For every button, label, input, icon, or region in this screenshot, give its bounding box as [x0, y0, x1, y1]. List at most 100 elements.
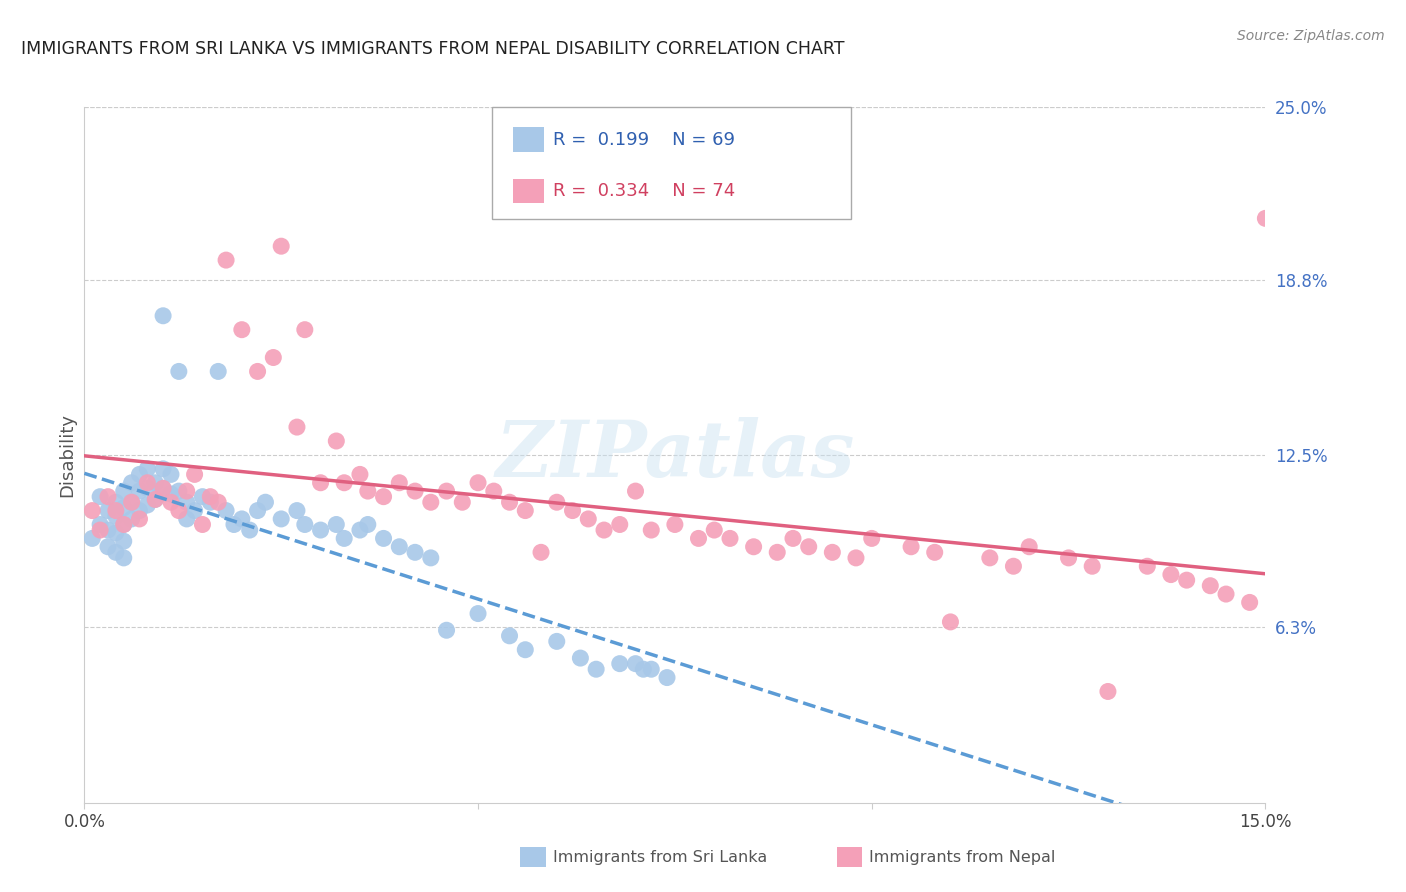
Point	[121, 495, 143, 509]
Point	[231, 323, 253, 337]
Point	[388, 475, 411, 490]
Point	[121, 475, 143, 490]
Point	[176, 495, 198, 509]
Point	[688, 532, 710, 546]
Point	[112, 550, 135, 565]
Point	[373, 490, 395, 504]
Point	[515, 642, 537, 657]
Point	[160, 467, 183, 482]
Text: R =  0.334    N = 74: R = 0.334 N = 74	[553, 182, 735, 200]
Point	[333, 532, 356, 546]
Point	[333, 475, 356, 490]
Point	[104, 525, 127, 540]
Point	[1018, 540, 1040, 554]
Point	[200, 490, 222, 504]
Point	[633, 662, 655, 676]
Point	[89, 517, 111, 532]
Point	[309, 523, 332, 537]
Point	[498, 629, 520, 643]
Point	[112, 500, 135, 515]
Point	[624, 657, 647, 671]
Point	[160, 487, 183, 501]
Point	[515, 503, 537, 517]
Point	[1215, 587, 1237, 601]
Point	[860, 532, 883, 546]
Point	[766, 545, 789, 559]
Point	[1160, 567, 1182, 582]
Point	[325, 517, 347, 532]
Point	[325, 434, 347, 448]
Point	[640, 662, 662, 676]
Point	[576, 512, 599, 526]
Point	[89, 523, 111, 537]
Point	[979, 550, 1001, 565]
Point	[569, 651, 592, 665]
Y-axis label: Disability: Disability	[58, 413, 76, 497]
Point	[191, 517, 214, 532]
Point	[97, 490, 120, 504]
Point	[294, 323, 316, 337]
Point	[254, 495, 277, 509]
Point	[128, 503, 150, 517]
Point	[270, 239, 292, 253]
Point	[1057, 550, 1080, 565]
Point	[112, 484, 135, 499]
Point	[530, 545, 553, 559]
Point	[104, 503, 127, 517]
Point	[183, 503, 205, 517]
Point	[1002, 559, 1025, 574]
Point	[404, 545, 426, 559]
Point	[112, 517, 135, 532]
Point	[294, 517, 316, 532]
Point	[404, 484, 426, 499]
Point	[742, 540, 765, 554]
Point	[419, 495, 441, 509]
Point	[285, 420, 308, 434]
Point	[89, 490, 111, 504]
Point	[200, 495, 222, 509]
Point	[467, 607, 489, 621]
Point	[97, 540, 120, 554]
Point	[703, 523, 725, 537]
Point	[121, 495, 143, 509]
Point	[821, 545, 844, 559]
Point	[373, 532, 395, 546]
Point	[143, 475, 166, 490]
Text: IMMIGRANTS FROM SRI LANKA VS IMMIGRANTS FROM NEPAL DISABILITY CORRELATION CHART: IMMIGRANTS FROM SRI LANKA VS IMMIGRANTS …	[21, 40, 845, 58]
Text: ZIPatlas: ZIPatlas	[495, 417, 855, 493]
Point	[231, 512, 253, 526]
Point	[104, 509, 127, 524]
Point	[309, 475, 332, 490]
Point	[624, 484, 647, 499]
Point	[845, 550, 868, 565]
Point	[183, 467, 205, 482]
Point	[97, 523, 120, 537]
Text: R =  0.199    N = 69: R = 0.199 N = 69	[553, 131, 734, 149]
Point	[246, 503, 269, 517]
Point	[609, 657, 631, 671]
Point	[797, 540, 820, 554]
Point	[561, 503, 583, 517]
Point	[349, 467, 371, 482]
Point	[136, 462, 159, 476]
Point	[104, 495, 127, 509]
Point	[498, 495, 520, 509]
Point	[1097, 684, 1119, 698]
Point	[160, 495, 183, 509]
Point	[215, 253, 238, 268]
Point	[143, 492, 166, 507]
Point	[82, 503, 104, 517]
Point	[207, 364, 229, 378]
Point	[1136, 559, 1159, 574]
Point	[128, 484, 150, 499]
Point	[585, 662, 607, 676]
Point	[655, 671, 678, 685]
Point	[215, 503, 238, 517]
Point	[104, 545, 127, 559]
Point	[1254, 211, 1277, 226]
Point	[718, 532, 741, 546]
Point	[900, 540, 922, 554]
Point	[246, 364, 269, 378]
Text: Immigrants from Nepal: Immigrants from Nepal	[869, 850, 1056, 864]
Point	[436, 624, 458, 638]
